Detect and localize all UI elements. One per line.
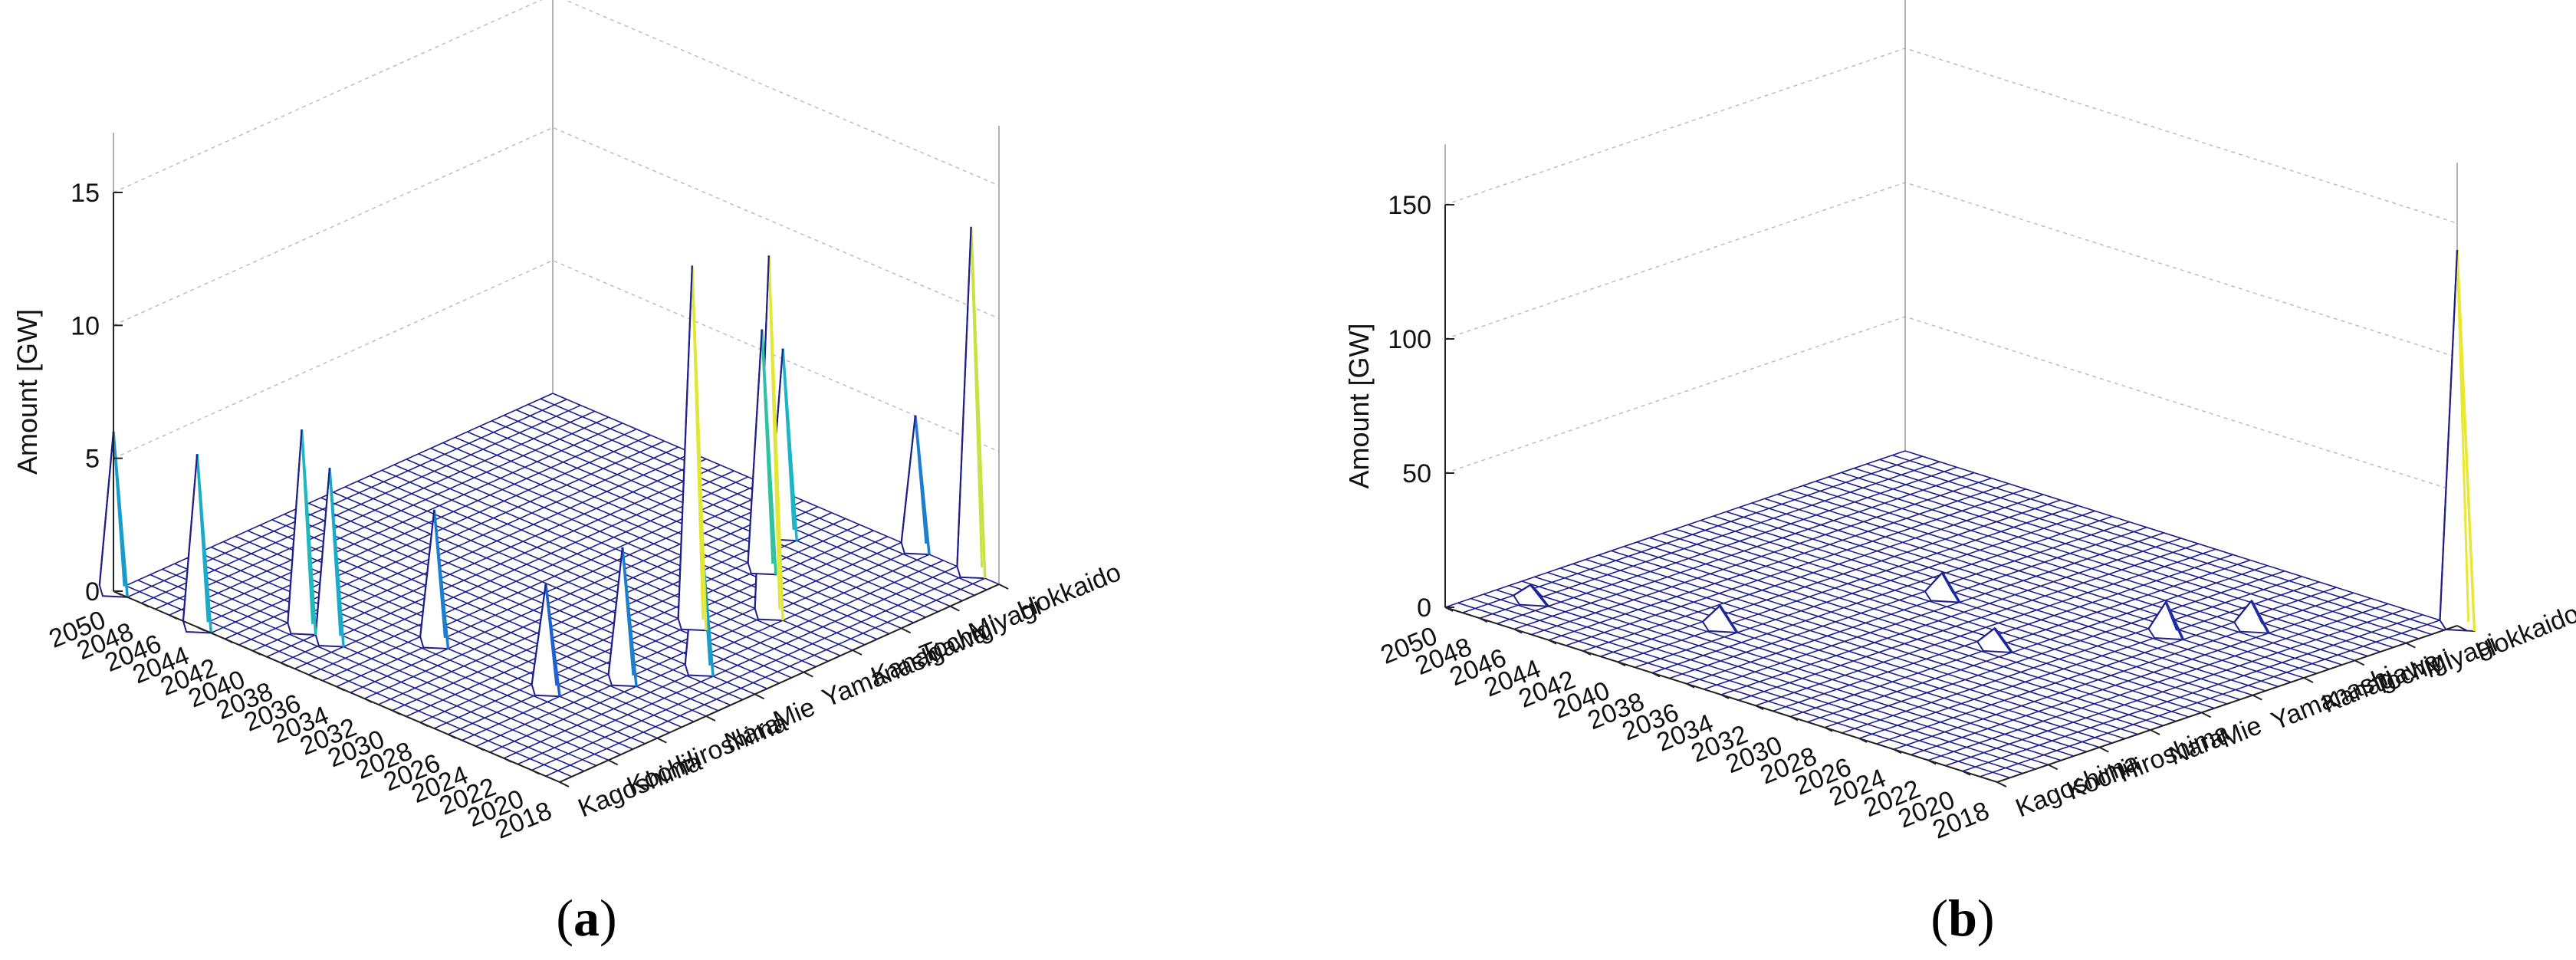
z-tick-label: 5 [85, 445, 100, 474]
surface-peak [419, 509, 450, 649]
z-tick-label: 15 [71, 179, 100, 208]
panel-label-b: (b) [1930, 889, 1994, 947]
region-tick-label: Hokkaido [1014, 557, 1125, 625]
z-axis: 0 5 10 15 Amount [GW] [12, 179, 123, 607]
z-axis: 0 50 100 150 Amount [GW] [1343, 191, 1454, 623]
surface-peak [2439, 249, 2476, 633]
surface-peak [1924, 571, 1961, 603]
region-tick-label: Hokkaido [2472, 599, 2576, 666]
surface-peak [1512, 584, 1550, 607]
surface-peak [2233, 599, 2270, 634]
z-axis-label: Amount [GW] [12, 309, 43, 475]
surface-plot-b: 2018202020222024202620282030203220342036… [1343, 0, 2576, 845]
surface-peak [1976, 626, 2014, 654]
surface-peaks [1512, 249, 2476, 654]
surface-peaks [98, 226, 987, 698]
z-tick-label: 100 [1388, 325, 1431, 354]
z-tick-label: 150 [1388, 191, 1431, 220]
surface-peak [182, 454, 213, 634]
z-axis-label: Amount [GW] [1343, 323, 1375, 488]
surface-peak [287, 429, 317, 636]
z-tick-label: 0 [85, 577, 100, 607]
panel-label-a: (a) [556, 889, 616, 947]
surface-peak [747, 329, 777, 576]
z-tick-label: 10 [71, 311, 100, 340]
surface-peak [607, 547, 638, 688]
surface-mesh [1444, 450, 2458, 783]
surface-peak [531, 584, 561, 698]
surface-peak [677, 265, 708, 632]
surface-peak [2147, 600, 2185, 641]
surface-peak [956, 226, 987, 580]
z-tick-label: 0 [1417, 593, 1431, 623]
year-axis: 2018202020222024202620282030203220342036… [45, 590, 568, 845]
surface-plot-a: 2018202020222024202620282030203220342036… [12, 0, 1125, 845]
surface-peak [1701, 604, 1739, 634]
surface-peak [900, 415, 931, 556]
back-wall-grid [1444, 0, 2458, 626]
z-tick-label: 50 [1402, 459, 1431, 488]
